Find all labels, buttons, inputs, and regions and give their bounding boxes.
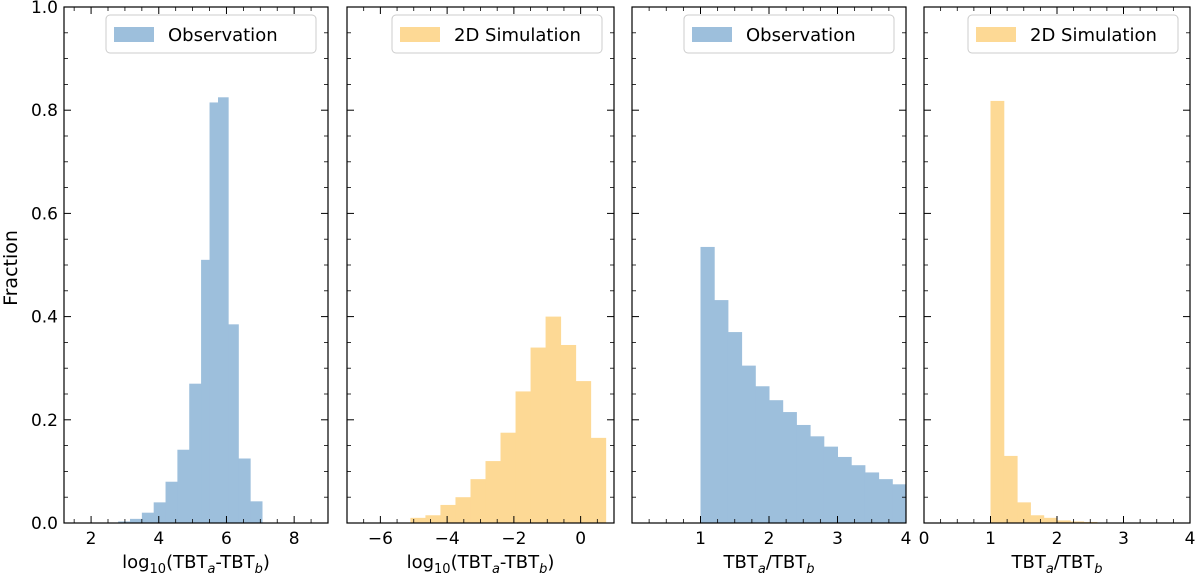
histogram-bar bbox=[209, 102, 219, 524]
histogram-bar bbox=[201, 259, 211, 523]
histogram-bar bbox=[590, 437, 607, 523]
legend-box bbox=[391, 14, 603, 54]
histogram-bar bbox=[796, 424, 811, 523]
panel-1: 2 4 6 8 0.0 0.2 0.4 0.6 0.8 1.0 log10(TBTa-TBTb) Ob… bbox=[31, 0, 329, 577]
histogram-bar bbox=[515, 391, 532, 523]
x-tick-label: −4 bbox=[435, 529, 460, 549]
histogram-bar bbox=[218, 97, 229, 524]
x-tick-label: 4 bbox=[1185, 529, 1196, 549]
histogram-bar bbox=[560, 344, 577, 523]
x-tick-label: 8 bbox=[289, 529, 300, 549]
x-tick-label: 0 bbox=[575, 529, 586, 549]
x-tick-label: 1 bbox=[985, 529, 996, 549]
x-tick-label: 4 bbox=[153, 529, 164, 549]
legend-swatch bbox=[976, 27, 1016, 42]
histogram-bar bbox=[545, 316, 562, 523]
histogram-bar bbox=[769, 400, 784, 523]
histogram-bar bbox=[990, 100, 1005, 524]
histogram-bar bbox=[153, 502, 167, 523]
histogram-bar bbox=[530, 347, 547, 523]
histogram-bar bbox=[1017, 502, 1031, 523]
histogram-bar bbox=[410, 517, 426, 523]
x-tick-label: 6 bbox=[221, 529, 232, 549]
histogram-bar bbox=[714, 300, 729, 523]
x-tick-label: 3 bbox=[1118, 529, 1129, 549]
x-axis-label: log10(TBTa-TBTb) bbox=[122, 552, 270, 573]
y-axis-label: Fraction bbox=[0, 230, 22, 306]
histogram-bar bbox=[1003, 455, 1018, 523]
x-tick-label: 2 bbox=[764, 529, 775, 549]
x-axis-label: log10(TBTa-TBTb) bbox=[407, 552, 555, 573]
x-tick-label: 2 bbox=[1052, 529, 1063, 549]
histogram-bar bbox=[727, 332, 743, 523]
legend-swatch bbox=[114, 27, 154, 42]
panel-3: 1 2 3 4 TBTa/TBTb Observation bbox=[631, 6, 912, 577]
histogram-bar bbox=[892, 484, 907, 523]
histogram-bar bbox=[837, 456, 852, 523]
histogram-bar bbox=[782, 412, 797, 523]
legend-label: 2D Simulation bbox=[454, 25, 581, 46]
y-tick-label: 0.6 bbox=[31, 204, 58, 224]
histogram-bar bbox=[189, 383, 202, 523]
histogram-bar bbox=[864, 472, 880, 523]
histogram-bar bbox=[700, 246, 715, 523]
y-tick-label: 1.0 bbox=[31, 0, 58, 18]
histogram-bar bbox=[238, 458, 251, 523]
x-tick-label: −6 bbox=[368, 529, 393, 549]
histogram-bar bbox=[165, 481, 178, 523]
legend-swatch bbox=[400, 27, 440, 42]
histogram-bar bbox=[823, 446, 838, 523]
panel-2: −6 −4 −2 0 log10(TBTa-TBTb) 2D Simulation bbox=[346, 6, 615, 577]
histogram-bar bbox=[810, 436, 825, 523]
histogram-bar bbox=[485, 461, 502, 523]
histogram-bar bbox=[1070, 521, 1085, 523]
histogram-bar bbox=[455, 497, 471, 523]
histogram-bar bbox=[1057, 520, 1071, 523]
x-axis-label: TBTa/TBTb bbox=[723, 552, 815, 573]
x-tick-label: 4 bbox=[901, 529, 912, 549]
histogram-bar bbox=[500, 432, 517, 523]
histogram-bar bbox=[878, 479, 893, 523]
y-tick-label: 0.4 bbox=[31, 308, 58, 328]
x-tick-label: 2 bbox=[86, 529, 97, 549]
histogram-bar bbox=[130, 518, 143, 523]
histogram-bar bbox=[575, 381, 592, 523]
x-tick-label: −2 bbox=[501, 529, 526, 549]
histogram-bar bbox=[228, 324, 239, 523]
histogram-bar bbox=[250, 501, 263, 523]
histogram-bar bbox=[118, 521, 131, 523]
histogram-bar bbox=[1030, 515, 1045, 523]
histogram-bar bbox=[177, 449, 190, 523]
histogram-bar bbox=[1043, 517, 1058, 523]
legend-box bbox=[683, 14, 895, 54]
histogram-bar bbox=[851, 465, 866, 523]
y-tick-label: 0.0 bbox=[31, 514, 58, 534]
y-tick-label: 0.8 bbox=[31, 101, 58, 121]
x-tick-label: 0 bbox=[919, 529, 930, 549]
histogram-bar bbox=[741, 365, 756, 523]
x-tick-label: 3 bbox=[832, 529, 843, 549]
histogram-bar bbox=[755, 386, 770, 523]
x-tick-label: 1 bbox=[695, 529, 706, 549]
x-axis-label: TBTa/TBTb bbox=[1011, 552, 1103, 573]
legend-label: Observation bbox=[168, 25, 278, 46]
legend-label: 2D Simulation bbox=[1030, 25, 1157, 46]
histogram-bar bbox=[440, 504, 456, 523]
legend-box bbox=[105, 14, 317, 54]
histogram-bar bbox=[470, 479, 487, 523]
histogram-bar bbox=[425, 515, 441, 523]
axes-frame bbox=[923, 6, 1191, 524]
legend-box bbox=[967, 14, 1179, 54]
panel-4: 0 1 2 3 4 TBTa/TBTb 2D Simulation bbox=[919, 6, 1196, 577]
legend-swatch bbox=[692, 27, 732, 42]
histogram-bar bbox=[141, 512, 155, 523]
legend-label: Observation bbox=[746, 25, 856, 46]
y-tick-label: 0.2 bbox=[31, 411, 58, 431]
